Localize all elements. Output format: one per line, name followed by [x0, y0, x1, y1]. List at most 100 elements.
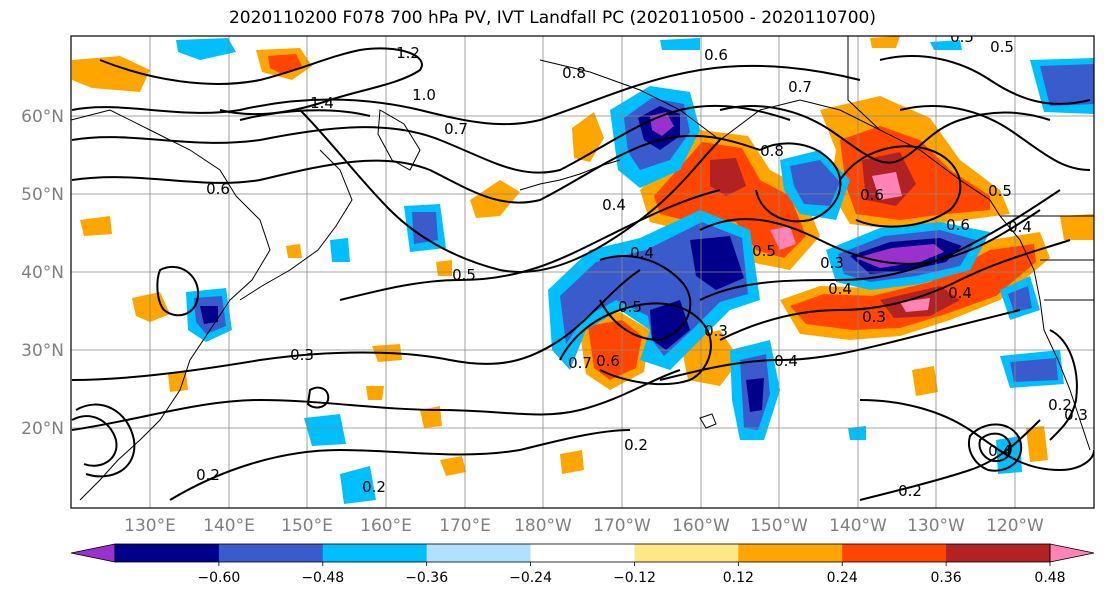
contour-label: 0.3: [704, 322, 728, 340]
contour-line: [699, 189, 1061, 301]
pv-negative-area: [790, 160, 840, 206]
pv-positive-area: [436, 260, 452, 276]
contour-label: 1.4: [310, 94, 334, 112]
contour-label: 0.4: [948, 284, 972, 302]
contour-label: 0.4: [828, 280, 852, 298]
colorbar-tick-label: 0.24: [827, 570, 858, 586]
coastline-asia: [71, 109, 271, 501]
pv-negative-area: [330, 238, 350, 262]
coastline-japan: [239, 149, 353, 301]
contour-label: 0.7: [788, 78, 812, 96]
colorbar-tick-label: −0.36: [405, 570, 448, 586]
pv-positive-area: [1026, 426, 1048, 462]
contour-label: 0.4: [774, 352, 798, 370]
longitude-label: 150°E: [281, 516, 333, 536]
pv-negative-area: [1008, 286, 1032, 312]
colorbar-segment: [218, 544, 324, 562]
pv-negative-area: [848, 426, 866, 440]
map-frame: [70, 35, 1095, 509]
pv-positive-area: [870, 36, 900, 48]
colorbar-segment: [738, 544, 843, 562]
contour-label: 0.8: [562, 64, 586, 82]
contour-line: [71, 104, 791, 174]
contour-label: 0.4: [988, 442, 1012, 460]
contour-label: 0.3: [820, 254, 844, 272]
pv-negative-area: [930, 40, 962, 50]
contour-line: [306, 386, 330, 409]
longitude-label: 130°W: [907, 516, 965, 536]
contour-line: [719, 105, 1051, 164]
contour-line: [339, 189, 721, 301]
contour-label: 0.5: [950, 28, 974, 46]
contour-label: 0.5: [752, 242, 776, 260]
colorbar-segment: [946, 544, 1051, 562]
contour-line: [559, 302, 712, 386]
contour-line: [299, 109, 721, 273]
ivt-contours: [71, 47, 1094, 501]
longitude-label: 170°W: [593, 516, 651, 536]
contour-label: 0.6: [596, 352, 620, 370]
contour-line: [859, 399, 1094, 472]
pv-positive-area: [1060, 214, 1094, 240]
contour-line: [699, 209, 1041, 265]
contour-line: [71, 415, 118, 467]
longitude-label: 140°E: [203, 516, 255, 536]
colorbar-outline: [114, 543, 1051, 563]
coastline-north-america: [999, 215, 1091, 451]
longitude-labels: 130°E 140°E 150°E 160°E 170°E 180°W 170°W 160°W…: [124, 516, 1044, 536]
colorbar-segment: [115, 544, 220, 562]
pv-positive-area: [268, 54, 302, 74]
longitude-label: 150°W: [750, 516, 808, 536]
contour-label: 1.2: [396, 44, 420, 62]
colorbar-tick-label: −0.48: [301, 570, 344, 586]
contour-line: [99, 47, 423, 116]
pv-positive-area: [912, 366, 938, 396]
contour-label: 0.2: [196, 466, 220, 484]
pv-negative-area: [304, 414, 346, 446]
contour-line: [71, 269, 641, 381]
pv-negative-area: [746, 378, 764, 412]
contour-label: 0.5: [988, 182, 1012, 200]
longitude-label: 160°W: [672, 516, 730, 536]
pv-negative-area: [660, 38, 700, 50]
pv-positive-area: [420, 406, 442, 428]
pv-negative-area: [650, 300, 690, 350]
contour-label: 0.8: [760, 142, 784, 160]
map-plot-area: 1.21.4 1.00.70.80.6 0.50.60.40.50.30.50.7 0…: [71, 28, 1094, 508]
map-gridlines: [71, 36, 1094, 508]
contour-label: 0.5: [618, 298, 642, 316]
colorbar-segment: [530, 544, 635, 562]
pv-negative-area: [200, 306, 218, 324]
contour-line: [71, 64, 861, 126]
contour-label: 0.3: [862, 308, 886, 326]
longitude-label: 120°W: [986, 516, 1044, 536]
contour-label: 0.5: [452, 266, 476, 284]
contour-label: 0.6: [860, 186, 884, 204]
coastline-hawaii: [699, 413, 717, 429]
contour-label: 0.2: [898, 482, 922, 500]
contour-line: [599, 255, 692, 342]
longitude-label: 130°E: [124, 516, 176, 536]
pv-positive-area: [366, 386, 384, 400]
contour-line: [859, 419, 1041, 501]
contour-line: [169, 429, 631, 501]
pv-positive-area: [790, 244, 1036, 330]
colorbar-tick-label: −0.12: [613, 570, 656, 586]
longitude-label: 170°E: [439, 516, 491, 536]
contour-line: [978, 432, 1012, 462]
contour-label: 0.6: [704, 46, 728, 64]
contour-label: 0.6: [946, 216, 970, 234]
pv-positive-area: [168, 372, 188, 392]
border-us-states: [1040, 259, 1094, 301]
contour-line: [719, 239, 1071, 341]
border-canada-us: [847, 36, 1094, 217]
contour-label: 0.3: [1064, 406, 1088, 424]
contour-line: [239, 109, 371, 121]
pv-positive-area: [872, 172, 902, 200]
latitude-labels: 60°N 50°N 40°N 30°N 20°N: [21, 107, 64, 439]
contour-label: 0.7: [568, 354, 592, 372]
contour-line: [899, 105, 1091, 171]
map-title: 2020110200 F078 700 hPa PV, IVT Landfall…: [228, 8, 876, 28]
contour-labels: 1.21.4 1.00.70.80.6 0.50.60.40.50.30.50.7 0…: [196, 28, 1088, 500]
